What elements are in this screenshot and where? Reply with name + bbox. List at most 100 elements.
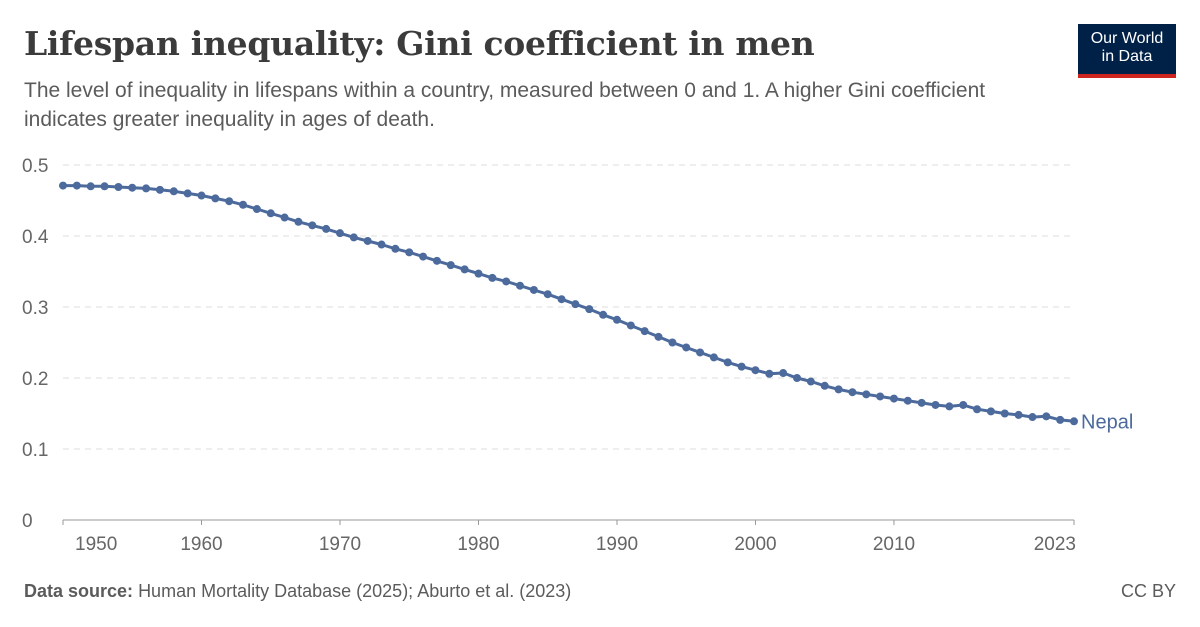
- data-point: [225, 197, 234, 206]
- series-line-nepal: [63, 184, 1075, 423]
- data-point: [1000, 409, 1009, 418]
- x-tick-label: 1980: [457, 534, 499, 555]
- data-point: [654, 332, 663, 341]
- data-source-text[interactable]: Human Mortality Database (2025); Aburto …: [138, 581, 572, 601]
- data-point: [626, 321, 635, 330]
- data-point: [391, 244, 400, 253]
- data-point: [959, 400, 968, 409]
- data-point: [529, 285, 538, 294]
- data-point: [862, 390, 871, 399]
- data-point: [612, 315, 621, 324]
- data-point: [280, 213, 289, 222]
- data-point: [737, 362, 746, 371]
- y-tick-label: 0.3: [22, 298, 48, 319]
- data-point: [986, 407, 995, 416]
- data-point: [806, 377, 815, 386]
- logo-line-1: Our World: [1090, 30, 1164, 47]
- owid-logo[interactable]: Our World in Data: [1078, 24, 1176, 78]
- data-point: [516, 281, 525, 290]
- chart-subtitle: The level of inequality in lifespans wit…: [24, 79, 986, 131]
- data-point: [59, 181, 67, 190]
- data-point: [377, 240, 386, 249]
- data-point: [197, 191, 206, 200]
- data-point: [211, 194, 220, 203]
- data-point: [585, 305, 594, 314]
- y-tick-label: 0.1: [22, 440, 48, 461]
- data-point: [474, 269, 483, 278]
- x-tick-label: 1960: [180, 534, 222, 555]
- x-tick-label: 1950: [75, 534, 117, 555]
- data-point: [571, 300, 580, 309]
- data-point: [405, 248, 414, 257]
- data-point: [349, 233, 358, 242]
- data-point: [876, 392, 885, 401]
- data-point: [142, 184, 151, 193]
- data-point: [973, 405, 982, 414]
- data-point: [488, 273, 497, 282]
- data-point: [266, 209, 275, 218]
- data-point: [682, 343, 691, 352]
- data-point: [557, 295, 566, 304]
- data-point: [502, 277, 511, 286]
- data-point: [460, 265, 469, 274]
- data-point: [183, 189, 192, 198]
- chart-title: Lifespan inequality: Gini coefficient in…: [24, 24, 815, 63]
- y-tick-label: 0: [22, 511, 33, 532]
- data-point: [1042, 412, 1051, 421]
- data-point: [709, 353, 718, 362]
- data-point: [322, 224, 331, 233]
- license-link[interactable]: CC BY: [1120, 581, 1176, 601]
- data-point: [931, 400, 940, 409]
- logo-line-2: in Data: [1101, 48, 1153, 65]
- data-point: [419, 252, 428, 261]
- data-point: [793, 374, 802, 382]
- data-point: [945, 402, 954, 411]
- data-point: [308, 221, 317, 230]
- data-point: [86, 182, 95, 191]
- data-point: [432, 256, 441, 265]
- data-point: [779, 369, 788, 378]
- data-point: [917, 398, 926, 407]
- data-point: [640, 327, 649, 336]
- data-point: [239, 200, 248, 209]
- data-point: [72, 181, 81, 190]
- data-point: [599, 310, 608, 319]
- data-point: [1056, 415, 1065, 424]
- data-point: [294, 217, 303, 226]
- data-point: [252, 205, 261, 214]
- data-point: [1028, 413, 1037, 422]
- data-point: [335, 229, 344, 238]
- data-point: [848, 388, 857, 397]
- data-point: [128, 183, 137, 192]
- data-point: [543, 290, 552, 299]
- data-point: [446, 261, 455, 270]
- data-source: Data source: Human Mortality Database (2…: [24, 581, 571, 602]
- y-tick-label: 0.4: [22, 227, 49, 248]
- series-label: Nepal: [1081, 411, 1133, 433]
- y-tick-label: 0.5: [22, 156, 48, 177]
- data-point: [889, 394, 898, 403]
- y-tick-label: 0.2: [22, 369, 48, 390]
- data-point: [363, 236, 372, 245]
- x-tick-label: 2023: [1034, 534, 1076, 555]
- data-point: [1014, 410, 1023, 419]
- data-point: [114, 183, 123, 192]
- x-tick-label: 2000: [734, 534, 776, 555]
- x-tick-label: 2010: [873, 534, 915, 555]
- x-tick-label: 1970: [319, 534, 361, 555]
- data-point: [903, 396, 912, 405]
- data-point: [668, 338, 677, 347]
- data-point: [765, 369, 774, 378]
- data-point: [723, 358, 732, 367]
- data-point: [155, 185, 164, 194]
- data-point: [834, 385, 843, 394]
- data-point: [751, 366, 760, 375]
- data-point: [100, 182, 109, 191]
- data-point: [820, 381, 829, 390]
- data-point: [696, 348, 705, 357]
- data-point: [169, 187, 178, 196]
- x-tick-label: 1990: [596, 534, 638, 555]
- data-point: [1070, 417, 1078, 426]
- data-source-label: Data source:: [24, 581, 134, 601]
